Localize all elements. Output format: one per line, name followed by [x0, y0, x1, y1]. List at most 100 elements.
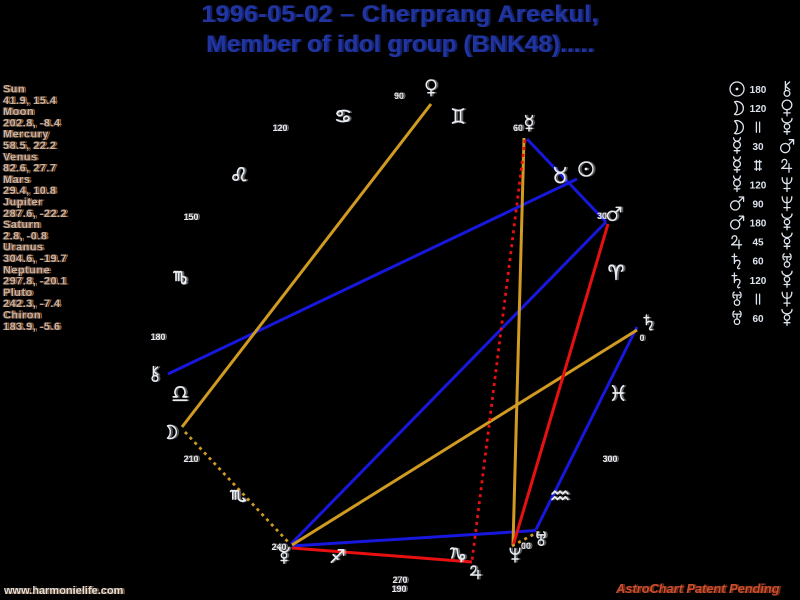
svg-text:120: 120 [272, 123, 287, 133]
svg-text:150: 150 [185, 212, 200, 222]
svg-text:58.5, 22.2: 58.5, 22.2 [5, 140, 58, 152]
svg-text:Uranus: Uranus [5, 242, 46, 254]
svg-text:Chiron: Chiron [2, 310, 40, 322]
svg-text:287.6, -22.2: 287.6, -22.2 [3, 208, 67, 220]
svg-text:Moon: Moon [5, 106, 36, 118]
svg-text:Saturn: Saturn [5, 219, 43, 231]
svg-text:Jupiter: Jupiter [3, 197, 43, 209]
svg-text:90: 90 [396, 91, 406, 101]
svg-text:Pluto: Pluto [3, 287, 33, 299]
svg-text:29.4, 10.8: 29.4, 10.8 [2, 185, 55, 197]
svg-text:Member of idol group (BNK48)..: Member of idol group (BNK48)..... [206, 31, 594, 58]
svg-text:297.8, -20.1: 297.8, -20.1 [2, 276, 66, 288]
svg-text:60: 60 [513, 123, 523, 133]
svg-text:Mercury: Mercury [3, 129, 49, 141]
svg-text:183.9, -5.6: 183.9, -5.6 [2, 321, 60, 333]
svg-text:Sun: Sun [2, 84, 24, 96]
svg-text:Venus: Venus [2, 151, 37, 163]
svg-text:Venus: Venus [5, 151, 40, 163]
svg-text:304.6, -19.7: 304.6, -19.7 [2, 253, 66, 265]
svg-text:Neptune: Neptune [5, 264, 52, 276]
svg-text:82.6, 27.7: 82.6, 27.7 [2, 163, 55, 175]
svg-text:183.9, -5.6: 183.9, -5.6 [3, 321, 61, 333]
svg-text:Sun: Sun [5, 84, 27, 96]
svg-text:2.8, -0.8: 2.8, -0.8 [3, 230, 47, 242]
svg-text:304.6, -19.7: 304.6, -19.7 [5, 253, 69, 265]
svg-text:120: 120 [750, 180, 767, 191]
svg-text:210: 210 [185, 454, 200, 464]
svg-text:58.5, 22.2: 58.5, 22.2 [3, 140, 56, 152]
svg-text:60: 60 [752, 314, 764, 325]
svg-text:29.4, 10.8: 29.4, 10.8 [3, 185, 56, 197]
svg-text:Uranus: Uranus [2, 242, 43, 254]
svg-text:Pluto: Pluto [2, 287, 32, 299]
svg-text:Pluto: Pluto [5, 287, 35, 299]
svg-text:www.harmonielife.com: www.harmonielife.com [3, 585, 124, 597]
svg-text:60: 60 [515, 123, 525, 133]
svg-text:Jupiter: Jupiter [5, 197, 45, 209]
svg-text:58.5, 22.2: 58.5, 22.2 [2, 140, 55, 152]
svg-text:Saturn: Saturn [3, 219, 41, 231]
svg-text:242.3, -7.4: 242.3, -7.4 [5, 298, 63, 310]
svg-text:202.8, -8.4: 202.8, -8.4 [3, 117, 61, 129]
svg-text:270: 270 [392, 575, 407, 585]
svg-text:Jupiter: Jupiter [2, 197, 42, 209]
svg-text:242.3, -7.4: 242.3, -7.4 [2, 298, 60, 310]
svg-text:AstroChart Patent Pending: AstroChart Patent Pending [617, 581, 782, 596]
svg-text:00: 00 [521, 541, 531, 551]
svg-text:Mars: Mars [5, 174, 32, 186]
svg-text:29.4, 10.8: 29.4, 10.8 [5, 185, 58, 197]
svg-text:Moon: Moon [3, 106, 34, 118]
svg-text:41.9, 15.4: 41.9, 15.4 [5, 95, 59, 107]
svg-text:45: 45 [752, 238, 764, 249]
svg-text:30: 30 [599, 211, 609, 221]
svg-text:120: 120 [750, 276, 767, 287]
svg-text:90: 90 [752, 199, 764, 210]
svg-text:300: 300 [604, 454, 619, 464]
svg-text:www.harmonielife.com: www.harmonielife.com [5, 585, 126, 597]
svg-text:Neptune: Neptune [2, 264, 49, 276]
svg-text:150: 150 [183, 212, 198, 222]
svg-text:190: 190 [393, 584, 408, 594]
svg-text:2.8, -0.8: 2.8, -0.8 [2, 230, 46, 242]
svg-text:297.8, -20.1: 297.8, -20.1 [3, 276, 67, 288]
svg-text:Sun: Sun [3, 84, 25, 96]
svg-text:304.6, -19.7: 304.6, -19.7 [3, 253, 67, 265]
svg-text:0: 0 [641, 333, 646, 343]
svg-text:Mars: Mars [3, 174, 30, 186]
svg-text:Venus: Venus [3, 151, 38, 163]
svg-text:82.6, 27.7: 82.6, 27.7 [3, 163, 56, 175]
svg-text:2.8, -0.8: 2.8, -0.8 [5, 230, 49, 242]
svg-text:30: 30 [752, 142, 764, 153]
svg-text:242.3, -7.4: 242.3, -7.4 [3, 298, 61, 310]
svg-text:120: 120 [274, 123, 289, 133]
svg-text:180: 180 [750, 85, 767, 96]
svg-text:Mercury: Mercury [5, 129, 51, 141]
svg-text:287.6, -22.2: 287.6, -22.2 [5, 208, 69, 220]
svg-text:Chiron: Chiron [3, 310, 41, 322]
svg-text:297.8, -20.1: 297.8, -20.1 [5, 276, 69, 288]
svg-text:Moon: Moon [2, 106, 33, 118]
svg-text:41.9, 15.4: 41.9, 15.4 [2, 95, 56, 107]
svg-text:287.6, -22.2: 287.6, -22.2 [2, 208, 66, 220]
svg-text:82.6, 27.7: 82.6, 27.7 [5, 163, 58, 175]
svg-text:30: 30 [597, 211, 607, 221]
svg-text:41.9, 15.4: 41.9, 15.4 [3, 95, 57, 107]
svg-text:270: 270 [394, 575, 409, 585]
svg-text:Neptune: Neptune [3, 264, 50, 276]
svg-text:180: 180 [152, 332, 167, 342]
svg-text:202.8, -8.4: 202.8, -8.4 [5, 117, 63, 129]
svg-text:AstroChart Patent Pending: AstroChart Patent Pending [615, 581, 780, 596]
svg-text:00: 00 [523, 541, 533, 551]
svg-text:Saturn: Saturn [2, 219, 40, 231]
svg-text:183.9, -5.6: 183.9, -5.6 [5, 321, 63, 333]
svg-text:60: 60 [752, 257, 764, 268]
svg-text:202.8, -8.4: 202.8, -8.4 [2, 117, 60, 129]
svg-text:Mercury: Mercury [2, 129, 48, 141]
svg-text:180: 180 [150, 332, 165, 342]
svg-text:Mars: Mars [2, 174, 29, 186]
svg-text:300: 300 [602, 454, 617, 464]
svg-text:1996-05-02 – Cherprang Areekul: 1996-05-02 – Cherprang Areekul, [203, 1, 601, 28]
svg-text:1996-05-02 – Cherprang Areekul: 1996-05-02 – Cherprang Areekul, [201, 1, 599, 28]
svg-text:0: 0 [639, 333, 644, 343]
